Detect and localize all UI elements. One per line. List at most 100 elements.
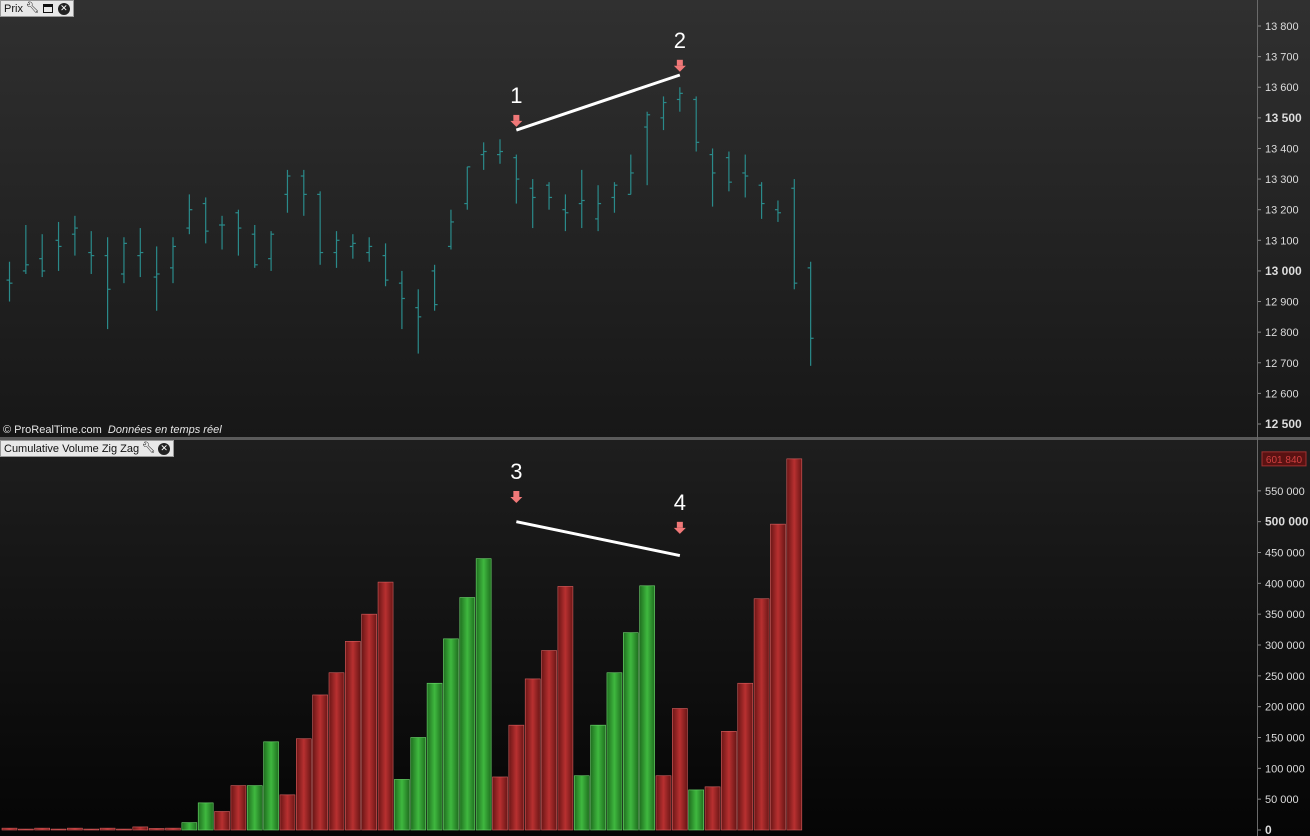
- price-axis-tick: 13 400: [1265, 143, 1299, 155]
- volume-bar: [557, 586, 574, 831]
- ohlc-bar: [317, 191, 324, 265]
- ohlc-bar: [333, 231, 340, 268]
- volume-bar: [394, 779, 410, 831]
- ohlc-bar: [595, 185, 602, 232]
- window-icon[interactable]: [42, 2, 55, 15]
- ohlc-bar: [480, 142, 487, 170]
- volume-bar: [524, 678, 541, 831]
- volume-axis-tick: 150 000: [1265, 733, 1305, 745]
- volume-bar: [590, 724, 606, 831]
- volume-axis-tick: 550 000: [1265, 486, 1305, 498]
- price-axis-tick: 13 800: [1265, 21, 1299, 33]
- volume-axis-tick: 50 000: [1265, 794, 1299, 806]
- volume-axis-tick: 500 000: [1265, 515, 1309, 529]
- volume-bar: [197, 802, 214, 831]
- ohlc-bar: [562, 194, 569, 232]
- ohlc-bar: [170, 237, 176, 284]
- volume-bar: [230, 785, 247, 831]
- volume-bar: [263, 741, 279, 831]
- ohlc-bar: [104, 237, 111, 330]
- volume-bar: [704, 786, 721, 831]
- price-axis-tick: 12 700: [1265, 358, 1299, 370]
- volume-bar: [443, 638, 459, 831]
- price-axis-tick: 12 500: [1265, 417, 1302, 431]
- price-axis-tick: 12 800: [1265, 327, 1299, 339]
- wrench-icon[interactable]: 🔧︎: [25, 2, 40, 14]
- ohlc-bar: [627, 154, 634, 195]
- ohlc-bar: [55, 221, 62, 271]
- volume-bar: [639, 585, 655, 831]
- volume-bar: [132, 826, 149, 831]
- ohlc-bar: [366, 237, 373, 262]
- volume-bar: [361, 613, 378, 831]
- volume-bar: [148, 828, 165, 831]
- volume-bar: [34, 827, 51, 831]
- volume-bar: [426, 682, 443, 831]
- volume-bar: [345, 641, 361, 831]
- ohlc-bar: [284, 169, 291, 213]
- down-arrow-icon: [673, 59, 686, 72]
- last-value-text: 601 840: [1266, 455, 1303, 466]
- volume-bar: [246, 785, 263, 831]
- ohlc-bar: [202, 197, 209, 244]
- ohlc-bar: [431, 264, 438, 311]
- close-icon[interactable]: ✕: [57, 2, 70, 15]
- price-axis-tick: 13 500: [1265, 111, 1302, 125]
- price-panel: 13 800 13 700 13 600 13 500 13 400 13 300 13 2…: [0, 0, 1310, 437]
- volume-bar: [655, 775, 672, 831]
- annotation-label: 3: [510, 459, 522, 484]
- ohlc-bar: [300, 169, 307, 216]
- volume-axis-tick: 200 000: [1265, 702, 1305, 714]
- ohlc-bar: [807, 261, 814, 366]
- wrench-icon[interactable]: 🔧︎: [141, 442, 156, 454]
- ohlc-bar: [546, 182, 553, 210]
- volume-bar: [116, 828, 132, 831]
- realtime-status: Données en temps réel: [107, 424, 222, 436]
- volume-bar: [295, 738, 312, 831]
- ohlc-bar: [39, 234, 46, 278]
- volume-bar: [492, 776, 508, 831]
- volume-axis-tick: 300 000: [1265, 640, 1305, 652]
- ohlc-bar: [644, 111, 651, 186]
- panel-divider[interactable]: [0, 437, 1310, 440]
- ohlc-bar: [349, 234, 356, 259]
- volume-bar: [606, 672, 623, 831]
- ohlc-bar: [725, 151, 732, 192]
- ohlc-bar: [758, 182, 765, 219]
- volume-bar: [18, 828, 34, 831]
- ohlc-bar: [497, 139, 503, 164]
- last-value-badge: 601 840: [1261, 451, 1307, 467]
- ohlc-bar: [415, 289, 422, 354]
- ohlc-bar: [693, 96, 700, 152]
- divergence-line: [515, 73, 681, 132]
- volume-bar: [377, 581, 394, 831]
- down-arrow-icon: [510, 491, 523, 503]
- volume-axis-tick: 350 000: [1265, 609, 1305, 621]
- price-axis-tick: 12 600: [1265, 388, 1299, 400]
- volume-bar: [622, 632, 639, 831]
- price-axis-tick: 13 000: [1265, 264, 1302, 278]
- volume-bar: [475, 558, 492, 831]
- price-chart: 13 800 13 700 13 600 13 500 13 400 13 300 13 2…: [6, 21, 1302, 431]
- volume-bar: [165, 827, 181, 831]
- price-axis-tick: 13 100: [1265, 235, 1299, 247]
- ohlc-bar: [447, 209, 454, 250]
- volume-bar: [50, 828, 67, 831]
- down-arrow-icon: [673, 521, 686, 534]
- ohlc-bar: [268, 231, 275, 271]
- price-axis-tick: 12 900: [1265, 297, 1299, 309]
- close-icon[interactable]: ✕: [158, 442, 171, 455]
- volume-bar: [67, 827, 83, 831]
- ohlc-bar: [529, 179, 536, 229]
- ohlc-bar: [153, 246, 160, 311]
- price-axis-tick: 13 300: [1265, 174, 1299, 186]
- ohlc-bar: [578, 169, 585, 229]
- ohlc-bar: [611, 182, 618, 213]
- ohlc-bar: [120, 237, 127, 284]
- volume-bar: [573, 775, 590, 831]
- volume-bar: [721, 731, 737, 831]
- volume-panel-header: Cumulative Volume Zig Zag 🔧︎ ✕: [0, 440, 175, 457]
- price-axis-tick: 13 200: [1265, 205, 1299, 217]
- price-panel-title: Prix: [4, 2, 23, 15]
- data-source-footer: © ProRealTime.com Données en temps réel: [3, 424, 222, 436]
